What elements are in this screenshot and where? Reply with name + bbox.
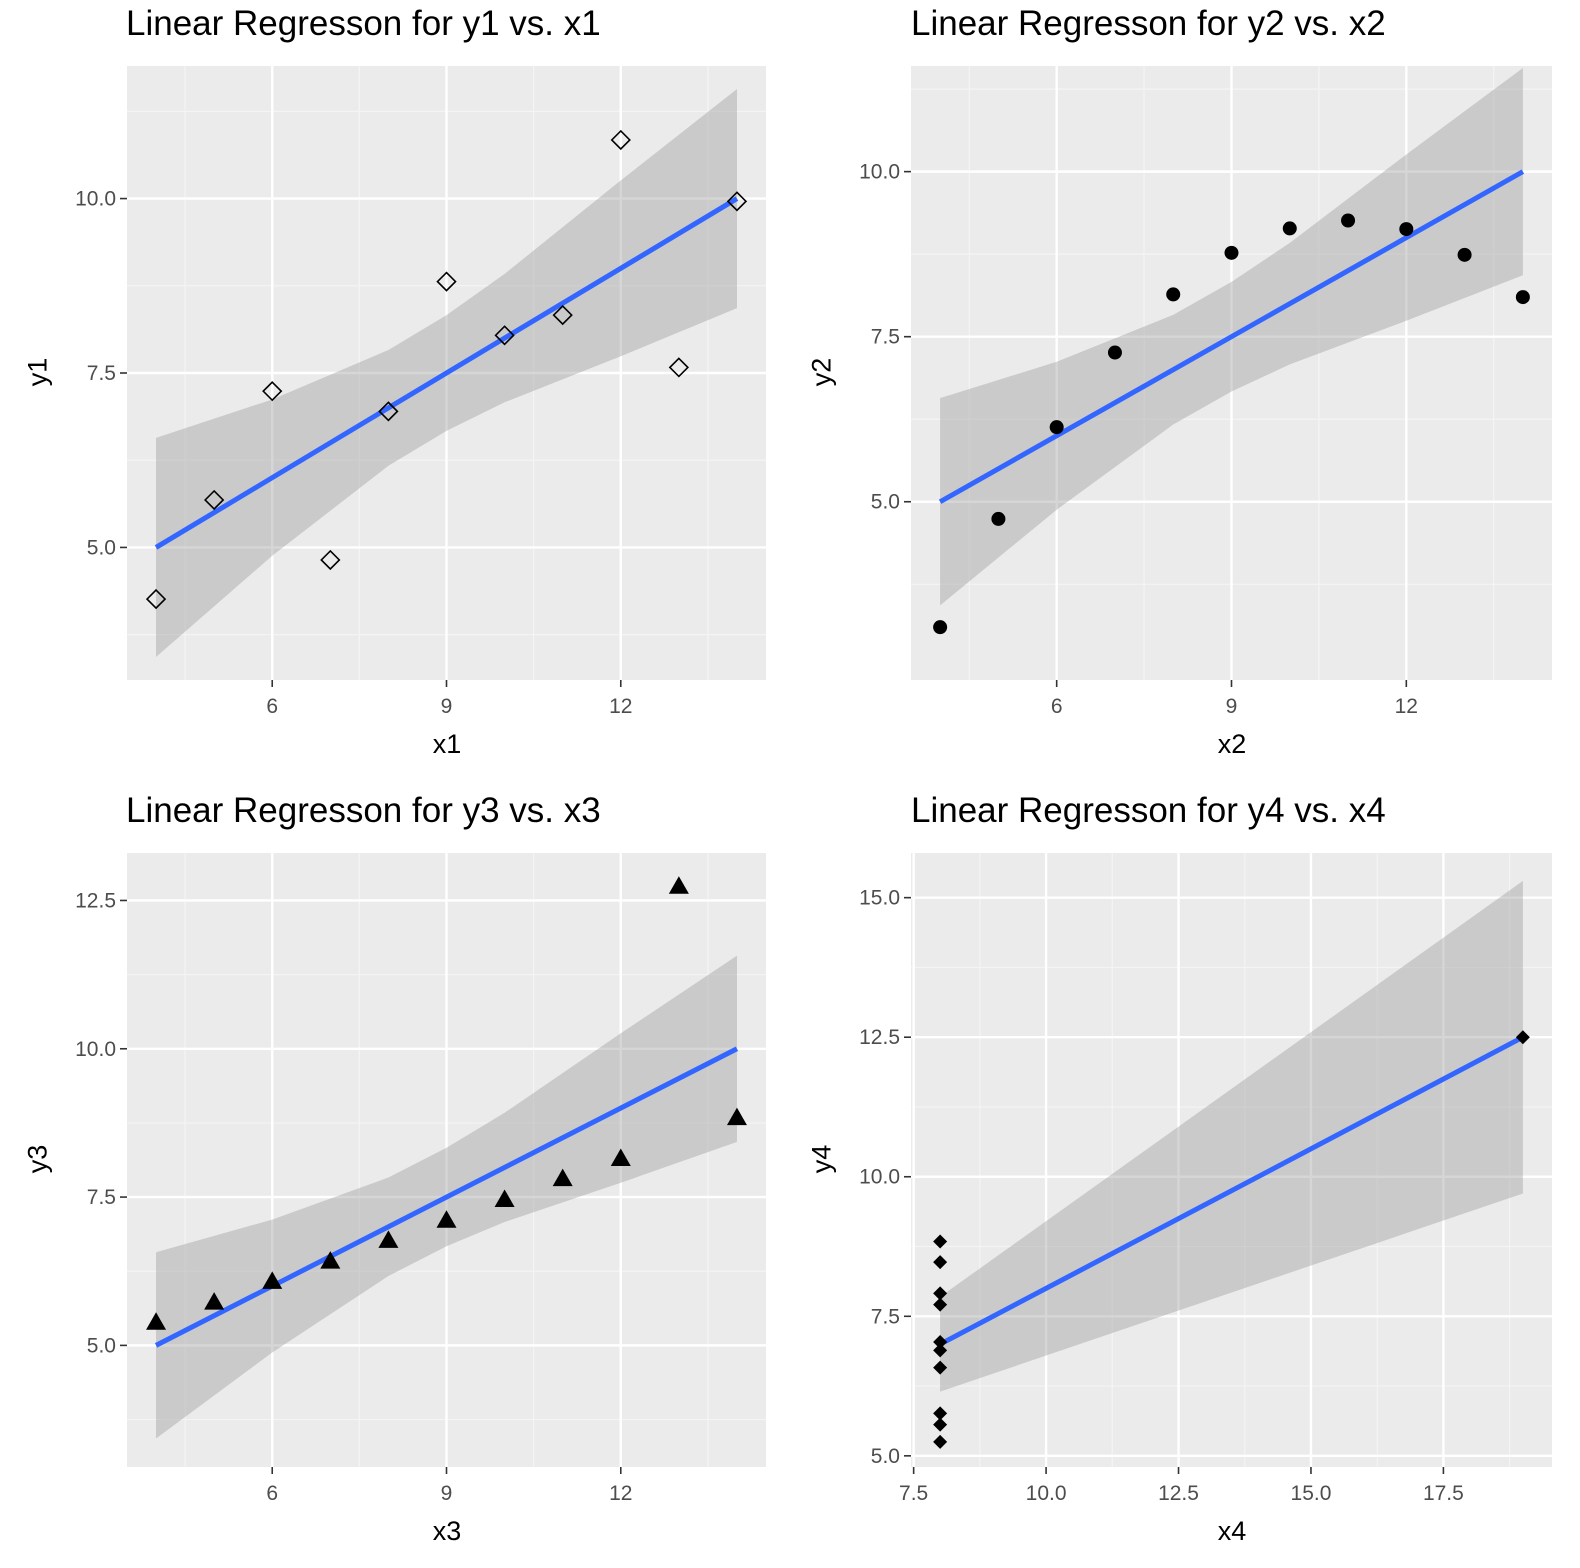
chart-4-data-point xyxy=(933,1286,948,1301)
chart-4-data-point xyxy=(1515,1030,1530,1045)
chart-3-data-point xyxy=(378,1230,399,1248)
chart-2-y-tick-label: 7.5 xyxy=(871,326,900,349)
chart-3-data-point xyxy=(610,1148,631,1167)
chart-2-regression-line xyxy=(938,169,1525,504)
chart-1-x-tick-label: 12 xyxy=(609,695,632,718)
chart-1-data-point xyxy=(436,271,457,292)
chart-2-data-point xyxy=(1282,221,1297,236)
chart-2-data-point xyxy=(1224,245,1239,260)
chart-4-data-point xyxy=(933,1417,948,1432)
chart-4-data-point xyxy=(933,1297,948,1312)
chart-3-data-point xyxy=(494,1189,515,1207)
chart-1-data-point xyxy=(552,304,573,326)
chart-4-x-axis-title: x4 xyxy=(1217,1516,1247,1546)
chart-3-x-axis-title: x3 xyxy=(432,1516,462,1546)
chart-4-panel xyxy=(911,853,1552,1467)
chart-4-data-point xyxy=(933,1334,948,1349)
chart-2-data-point xyxy=(991,511,1006,526)
chart-3-y-tick-label: 7.5 xyxy=(87,1186,116,1209)
chart-1: 6 9 12 5.0 7.5 10.0 xyxy=(75,66,766,718)
chart-2-data-point xyxy=(1049,420,1064,435)
chart-4-data-point xyxy=(933,1406,948,1421)
chart-4-data-point xyxy=(933,1360,948,1375)
chart-1-data-point xyxy=(668,357,689,378)
chart-4: 7.5 10.0 12.5 15.0 17.5 5.0 7.5 10.0 12.5 15.0 xyxy=(859,853,1552,1505)
chart-4-y-tick-label: 5.0 xyxy=(871,1445,900,1468)
chart-2-x-axis-title: x2 xyxy=(1217,729,1247,759)
chart-1-data-point xyxy=(610,129,631,151)
chart-3-data-point xyxy=(668,876,689,894)
chart-1-data-point xyxy=(320,549,341,571)
chart-4-y-tick-label: 7.5 xyxy=(871,1305,900,1328)
chart-1-data-point xyxy=(494,325,515,346)
chart-4-data-point xyxy=(933,1343,948,1358)
chart-2-data-point xyxy=(1341,213,1356,228)
chart-2-data-point xyxy=(1107,345,1122,360)
chart-4-x-tick-label: 17.5 xyxy=(1423,1482,1464,1505)
chart-2-y-tick-label: 10.0 xyxy=(859,161,900,184)
chart-3-data-point xyxy=(320,1251,341,1269)
chart-1-x-tick-label: 9 xyxy=(441,695,453,718)
chart-1-y-tick-label: 7.5 xyxy=(87,362,116,385)
chart-2-title: Linear Regresson for y2 vs. x2 xyxy=(911,4,1386,43)
chart-3: 6 9 12 5.0 7.5 10.0 12.5 xyxy=(75,853,766,1505)
chart-1-data-point xyxy=(378,401,399,422)
chart-3-x-tick-label: 12 xyxy=(609,1482,632,1505)
chart-3-data-point xyxy=(146,1312,167,1330)
chart-4-y-tick-label: 12.5 xyxy=(859,1026,900,1049)
chart-2-data-point xyxy=(1515,290,1530,305)
chart-4-data-point xyxy=(933,1434,948,1449)
chart-2-data-point xyxy=(933,620,948,635)
chart-3-data-point xyxy=(726,1107,747,1126)
chart-3-x-tick-label: 6 xyxy=(266,1482,278,1505)
chart-3-data-point xyxy=(552,1168,573,1187)
chart-1-x-axis-title: x1 xyxy=(432,729,462,759)
chart-2-y-tick-label: 5.0 xyxy=(871,491,900,514)
chart-1-y-tick-label: 5.0 xyxy=(87,536,116,559)
chart-2-x-tick-label: 12 xyxy=(1395,695,1418,718)
chart-4-x-tick-label: 12.5 xyxy=(1158,1482,1199,1505)
chart-3-y-tick-label: 12.5 xyxy=(75,889,116,912)
chart-4-data-point xyxy=(933,1255,948,1270)
chart-4-confidence-band xyxy=(940,880,1523,1392)
chart-4-regression-line xyxy=(938,1034,1525,1347)
chart-1-data-point xyxy=(204,489,225,511)
chart-3-data-point xyxy=(436,1210,457,1228)
chart-3-y-tick-label: 5.0 xyxy=(87,1334,116,1357)
chart-3-data-point xyxy=(204,1292,225,1310)
chart-4-y-tick-label: 10.0 xyxy=(859,1166,900,1189)
chart-2-data-point xyxy=(1166,287,1181,302)
chart-3-x-tick-label: 9 xyxy=(441,1482,453,1505)
chart-4-data-point xyxy=(933,1234,948,1249)
chart-2-data-point xyxy=(1457,247,1472,262)
chart-1-title: Linear Regresson for y1 vs. x1 xyxy=(126,4,601,43)
chart-1-regression-line xyxy=(154,196,739,550)
chart-3-y-tick-label: 10.0 xyxy=(75,1038,116,1061)
chart-2-x-tick-label: 9 xyxy=(1226,695,1238,718)
chart-2: 6 9 12 5.0 7.5 10.0 xyxy=(859,66,1552,718)
chart-2-x-tick-label: 6 xyxy=(1051,695,1063,718)
chart-4-x-tick-label: 10.0 xyxy=(1026,1482,1067,1505)
chart-1-data-point xyxy=(726,191,748,212)
chart-1-y-tick-label: 10.0 xyxy=(75,188,116,211)
chart-2-data-point xyxy=(1399,222,1414,237)
chart-3-regression-line xyxy=(154,1046,739,1348)
chart-4-title: Linear Regresson for y4 vs. x4 xyxy=(911,791,1386,830)
chart-4-x-tick-label: 15.0 xyxy=(1291,1482,1332,1505)
chart-4-x-tick-label: 7.5 xyxy=(899,1482,928,1505)
chart-1-data-point xyxy=(262,381,283,402)
chart-1-data-point xyxy=(145,588,167,610)
chart-3-data-point xyxy=(262,1271,283,1289)
chart-1-x-tick-label: 6 xyxy=(266,695,278,718)
chart-4-y-tick-label: 15.0 xyxy=(859,887,900,910)
chart-3-title: Linear Regresson for y3 vs. x3 xyxy=(126,791,601,830)
